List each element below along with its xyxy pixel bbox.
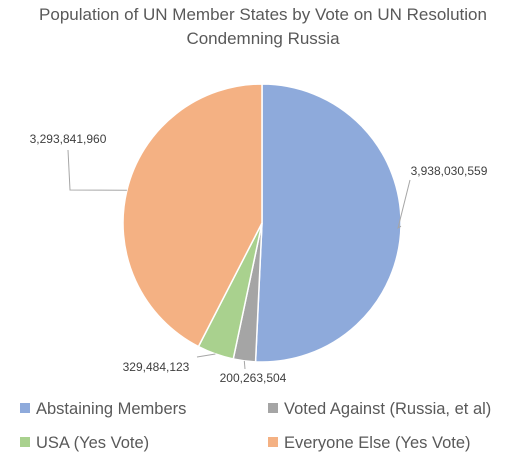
legend-item-usa-yes-vote: USA (Yes Vote) xyxy=(20,434,149,452)
leader-line-everyone-else-yes-vote xyxy=(67,149,127,191)
data-label-everyone-else-yes-vote: 3,293,841,960 xyxy=(30,132,107,146)
legend-label-usa-yes-vote: USA (Yes Vote) xyxy=(36,434,149,452)
leader-line-usa-yes-vote xyxy=(196,353,216,358)
legend-label-voted-against-russia-et-al: Voted Against (Russia, et al) xyxy=(284,400,491,418)
leader-line-voted-against-russia-et-al xyxy=(243,360,246,370)
legend: Abstaining Members Voted Against (Russia,… xyxy=(20,400,491,452)
leader-lines xyxy=(67,149,411,370)
legend-item-everyone-else-yes-vote: Everyone Else (Yes Vote) xyxy=(268,434,471,452)
leader-line-abstaining-members xyxy=(397,179,411,230)
legend-swatch-everyone-else-yes-vote xyxy=(268,437,278,447)
chart-title-line-2: Condemning Russia xyxy=(186,29,340,48)
pie-slice-everyone-else-yes-vote xyxy=(122,83,263,348)
chart-title-line-1: Population of UN Member States by Vote o… xyxy=(39,5,487,24)
data-label-abstaining-members: 3,938,030,559 xyxy=(411,164,488,178)
legend-swatch-usa-yes-vote xyxy=(20,437,30,447)
data-label-usa-yes-vote: 329,484,123 xyxy=(123,360,190,374)
pie-slice-abstaining-members xyxy=(254,83,402,363)
pie-slices xyxy=(122,83,402,363)
data-labels: 3,938,030,559 200,263,504 329,484,123 3,293… xyxy=(30,132,488,385)
legend-item-abstaining-members: Abstaining Members xyxy=(20,400,186,418)
legend-swatch-voted-against-russia-et-al xyxy=(268,403,278,413)
legend-label-everyone-else-yes-vote: Everyone Else (Yes Vote) xyxy=(284,434,471,452)
legend-label-abstaining-members: Abstaining Members xyxy=(36,400,186,418)
data-label-voted-against-russia-et-al: 200,263,504 xyxy=(220,371,287,385)
legend-item-voted-against-russia-et-al: Voted Against (Russia, et al) xyxy=(268,400,491,418)
legend-swatch-abstaining-members xyxy=(20,403,30,413)
